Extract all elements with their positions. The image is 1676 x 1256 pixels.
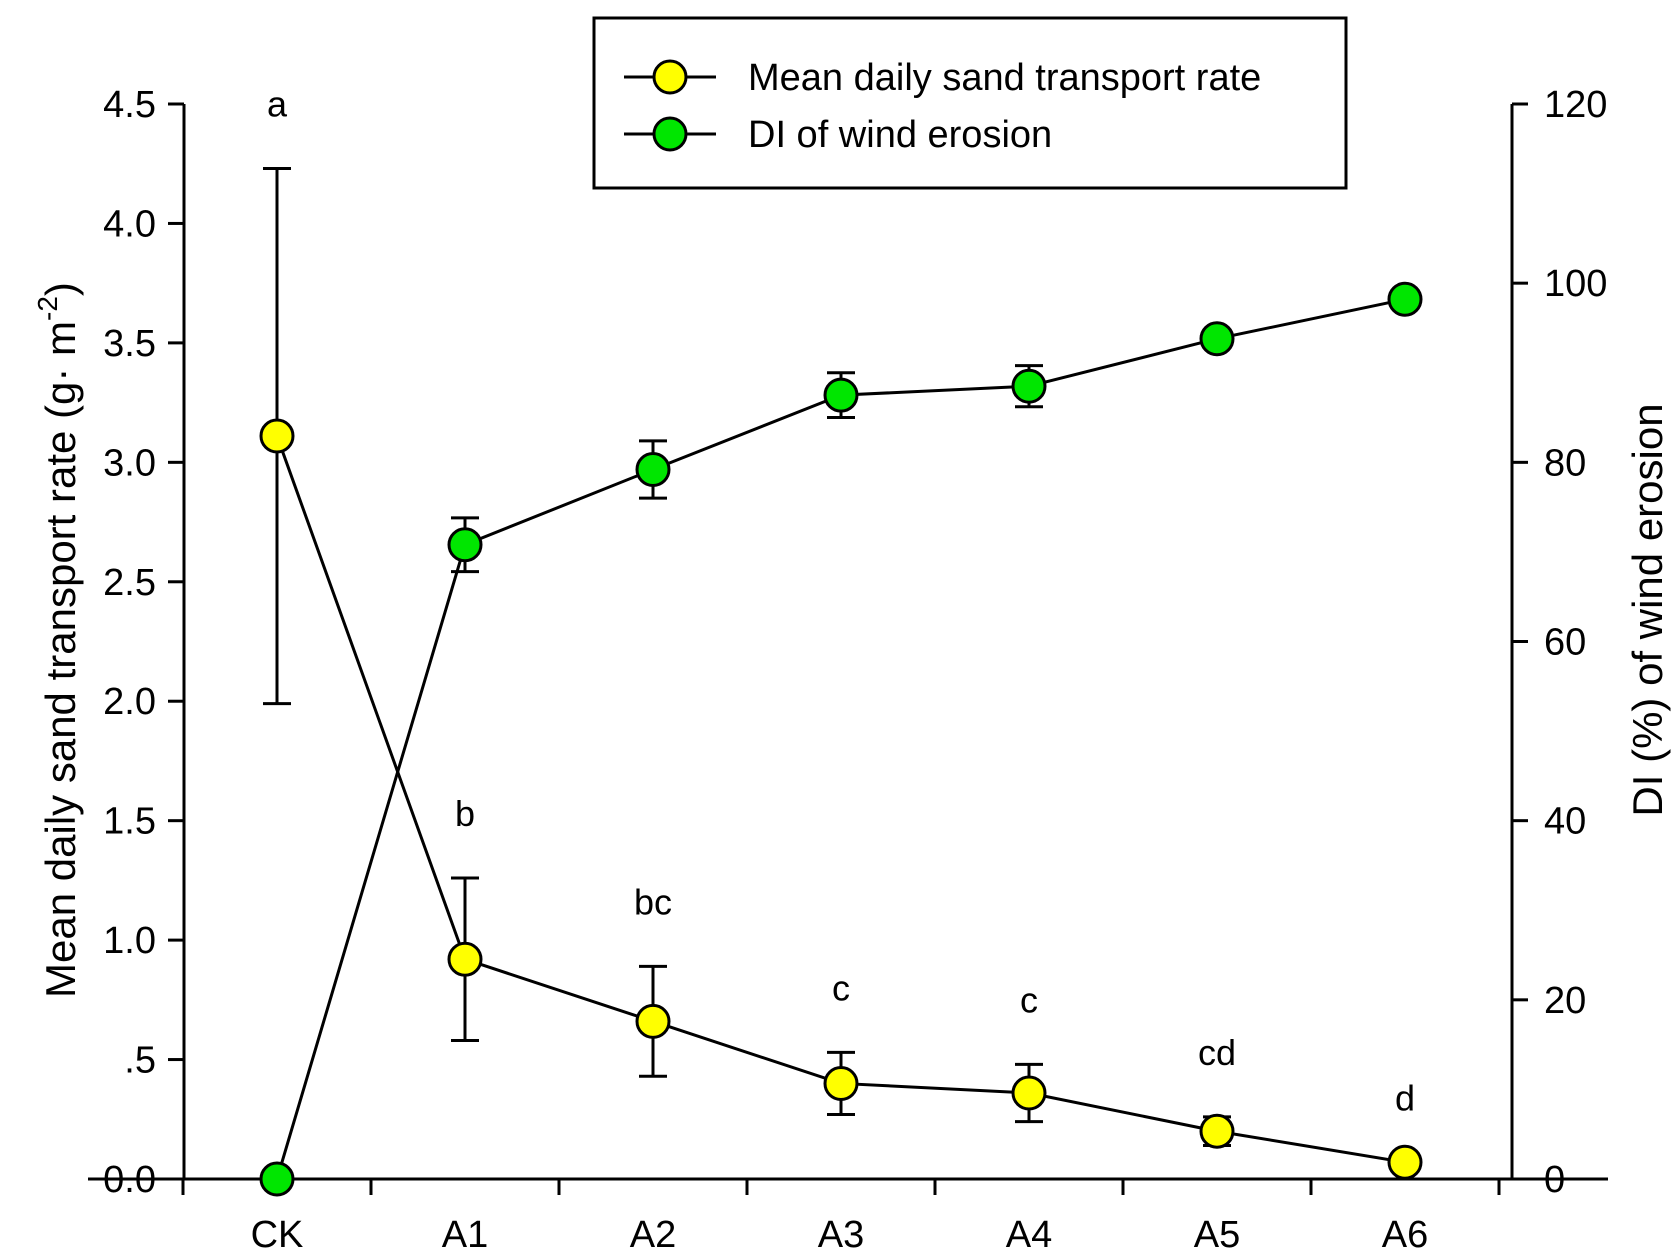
- significance-letter: cd: [1198, 1032, 1236, 1073]
- legend-marker-di: [652, 116, 688, 152]
- y-axis-left-title-sup: -2: [32, 296, 63, 321]
- y-left-tick-label: 3.0: [103, 442, 156, 484]
- y-right-tick-label: 0: [1544, 1159, 1565, 1201]
- y-left-tick-label: .5: [124, 1040, 156, 1082]
- y-left-tick-label: 4.0: [103, 203, 156, 245]
- axes: 0.0 .5 1.0 1.5 2.0 2.5 3.0 3.5 4.0 4.5 0 20 40 60 80 10…: [88, 84, 1608, 1256]
- y-left-tick-label: 1.5: [103, 801, 156, 843]
- y-right-tick-label: 40: [1544, 801, 1586, 843]
- data-point-di-wind-erosion: [1011, 368, 1047, 404]
- error-bars: [263, 167, 1231, 1148]
- y-axis-left-title-main: Mean daily sand transport rate (g· m: [37, 321, 84, 998]
- y-left-tick-label: 0.0: [103, 1159, 156, 1201]
- y-left-tick-label: 2.0: [103, 681, 156, 723]
- significance-letter: a: [267, 84, 288, 125]
- data-point-sand-transport: [1387, 1144, 1423, 1180]
- x-tick-label: A1: [442, 1214, 488, 1256]
- significance-letters: a b bc c c cd d: [267, 84, 1415, 1119]
- y-right-tick-label: 60: [1544, 622, 1586, 664]
- data-point-sand-transport: [447, 941, 483, 977]
- y-axis-right-title: DI (%) of wind erosion: [1624, 403, 1671, 816]
- y-right-tick-label: 100: [1544, 263, 1607, 305]
- axis-titles: Mean daily sand transport rate (g· m-2) …: [32, 282, 1671, 998]
- data-point-di-wind-erosion: [447, 527, 483, 563]
- y-left-tick-label: 1.0: [103, 920, 156, 962]
- x-tick-label: A6: [1382, 1214, 1428, 1256]
- legend-marker-sand: [652, 59, 688, 95]
- y-axis-left-title-close: ): [37, 282, 84, 296]
- significance-letter: c: [832, 967, 850, 1008]
- data-point-di-wind-erosion: [1199, 321, 1235, 357]
- data-point-sand-transport: [259, 418, 295, 454]
- data-point-sand-transport: [635, 1003, 671, 1039]
- significance-letter: bc: [634, 881, 672, 922]
- significance-letter: d: [1395, 1077, 1415, 1118]
- y-left-tick-label: 4.5: [103, 84, 156, 126]
- y-left-tick-label: 3.5: [103, 323, 156, 365]
- legend-label-di: DI of wind erosion: [748, 114, 1052, 156]
- y-right-tick-label: 20: [1544, 980, 1586, 1022]
- x-tick-label: CK: [251, 1214, 304, 1256]
- data-point-sand-transport: [823, 1065, 859, 1101]
- x-tick-label: A4: [1006, 1214, 1052, 1256]
- significance-letter: c: [1020, 979, 1038, 1020]
- y-right-tick-label: 80: [1544, 442, 1586, 484]
- y-right-tick-label: 120: [1544, 84, 1607, 126]
- y-left-tick-label: 2.5: [103, 562, 156, 604]
- data-point-di-wind-erosion: [1387, 281, 1423, 317]
- legend-box: [592, 16, 1348, 190]
- data-point-sand-transport: [1011, 1075, 1047, 1111]
- markers: [259, 281, 1423, 1197]
- data-point-di-wind-erosion: [823, 377, 859, 413]
- data-point-di-wind-erosion: [635, 452, 671, 487]
- y-axis-left-title: Mean daily sand transport rate (g· m-2): [32, 282, 84, 998]
- data-point-di-wind-erosion: [259, 1161, 295, 1197]
- x-tick-label: A3: [818, 1214, 864, 1256]
- data-point-sand-transport: [1199, 1113, 1235, 1149]
- legend: Mean daily sand transport rate DI of win…: [592, 16, 1348, 190]
- legend-label-sand: Mean daily sand transport rate: [748, 57, 1261, 99]
- x-tick-label: A2: [630, 1214, 676, 1256]
- x-tick-label: A5: [1194, 1214, 1240, 1256]
- significance-letter: b: [455, 793, 475, 834]
